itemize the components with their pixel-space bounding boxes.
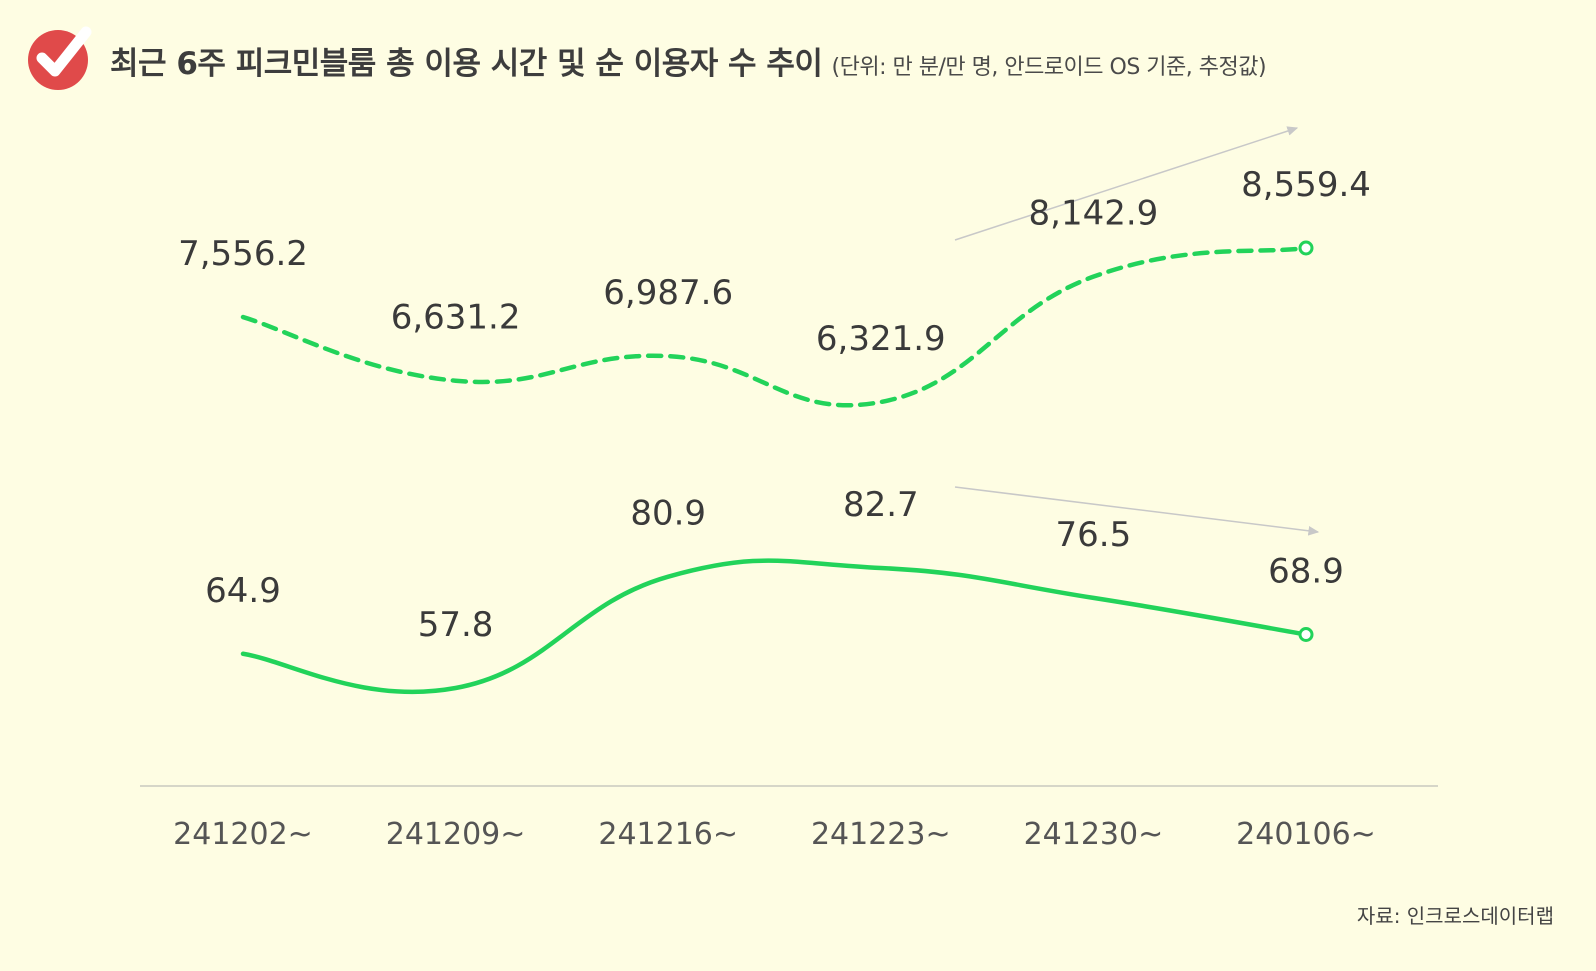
trend-arrow-up	[954, 126, 1299, 241]
source-note: 자료: 인크로스데이터랩	[1356, 904, 1554, 928]
data-label: 6,631.2	[391, 298, 521, 338]
x-tick-label: 241230~	[1024, 817, 1164, 852]
data-label: 8,559.4	[1241, 165, 1371, 205]
data-label: 80.9	[630, 494, 706, 534]
data-label: 76.5	[1056, 515, 1132, 555]
x-tick-label: 241223~	[811, 817, 951, 852]
data-label: 82.7	[843, 485, 919, 525]
series-end-point	[1298, 627, 1314, 643]
series-line-dashed	[240, 245, 1309, 408]
chart-subtitle: (단위: 만 분/만 명, 안드로이드 OS 기준, 추정값)	[831, 55, 1267, 80]
data-label: 6,321.9	[816, 319, 946, 359]
data-label: 57.8	[418, 605, 494, 645]
data-label: 8,142.9	[1029, 194, 1159, 234]
data-label: 6,987.6	[603, 273, 733, 313]
series-end-point	[1298, 240, 1314, 256]
x-tick-label: 241209~	[386, 817, 526, 852]
data-label: 7,556.2	[178, 234, 308, 274]
series-line-solid	[240, 558, 1309, 695]
x-tick-label: 240106~	[1236, 817, 1376, 852]
chart-title: 최근 6주 피크민블룸 총 이용 시간 및 순 이용자 수 추이	[110, 46, 823, 82]
data-label: 68.9	[1268, 552, 1344, 592]
x-tick-label: 241216~	[598, 817, 738, 852]
trend-arrow-down	[954, 486, 1320, 536]
data-label: 64.9	[205, 571, 281, 611]
x-tick-label: 241202~	[173, 817, 313, 852]
check-badge-icon	[28, 26, 92, 90]
chart-header: 최근 6주 피크민블룸 총 이용 시간 및 순 이용자 수 추이 (단위: 만 …	[20, 14, 1576, 104]
